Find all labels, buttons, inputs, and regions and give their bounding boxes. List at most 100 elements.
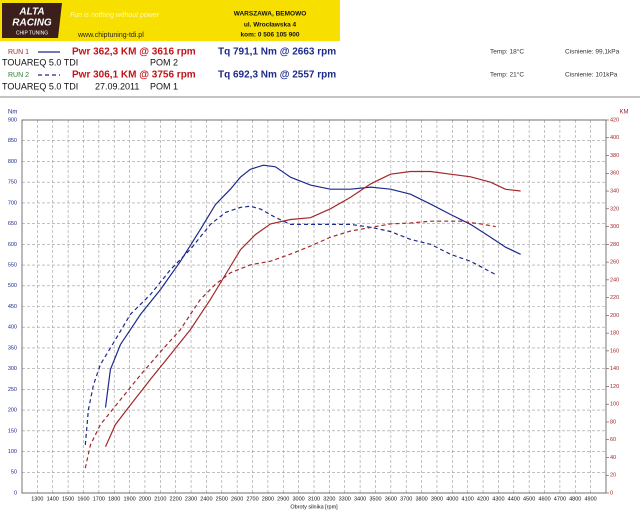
run-temp: Temp: 18°C bbox=[490, 48, 524, 56]
y-tick-label: 900 bbox=[8, 117, 17, 123]
run-note: POM 2 bbox=[150, 57, 178, 67]
y2-tick-label: 340 bbox=[610, 189, 619, 195]
y-tick-label: 350 bbox=[8, 345, 17, 351]
y2-tick-label: 80 bbox=[610, 419, 616, 425]
y-tick-label: 50 bbox=[11, 470, 17, 476]
plot-frame bbox=[21, 119, 607, 494]
logo-sub: CHIP TUNING bbox=[16, 30, 48, 36]
logo-mid: RACING bbox=[12, 18, 52, 29]
x-tick-label: 3600 bbox=[385, 496, 397, 502]
x-tick-label: 4000 bbox=[446, 496, 458, 502]
x-tick-label: 3200 bbox=[323, 496, 335, 502]
x-tick-label: 2600 bbox=[231, 496, 243, 502]
y-tick-label: 800 bbox=[8, 159, 17, 165]
x-tick-label: 3100 bbox=[308, 496, 320, 502]
y-tick-label: 450 bbox=[8, 304, 17, 310]
run-power: Pwr 362,3 KM @ 3616 rpm bbox=[72, 47, 196, 58]
y2-tick-label: 360 bbox=[610, 171, 619, 177]
run-temp: Temp: 21°C bbox=[490, 71, 524, 79]
x-tick-label: 1400 bbox=[47, 496, 59, 502]
x-tick-label: 2100 bbox=[154, 496, 166, 502]
x-tick-label: 4600 bbox=[538, 496, 550, 502]
x-tick-label: 2200 bbox=[170, 496, 182, 502]
x-tick-label: 4900 bbox=[585, 496, 597, 502]
x-tick-label: 3800 bbox=[415, 496, 427, 502]
curve bbox=[84, 220, 496, 469]
y-tick-label: 550 bbox=[8, 263, 17, 269]
y2-tick-label: 20 bbox=[610, 473, 616, 479]
x-tick-label: 4500 bbox=[523, 496, 535, 502]
x-tick-label: 1800 bbox=[108, 496, 120, 502]
x-tick-label: 3000 bbox=[293, 496, 305, 502]
x-tick-label: 2000 bbox=[139, 496, 151, 502]
y2-tick-label: 260 bbox=[610, 260, 619, 266]
x-tick-label: 1300 bbox=[31, 496, 43, 502]
run-pressure: Cisnienie: 101kPa bbox=[565, 72, 618, 79]
y-tick-label: 150 bbox=[8, 428, 17, 434]
y-tick-label: 250 bbox=[8, 387, 17, 393]
x-tick-label: 3500 bbox=[369, 496, 381, 502]
x-tick-label: 2400 bbox=[200, 496, 212, 502]
x-tick-label: 1500 bbox=[62, 496, 74, 502]
y-axis-label: Nm bbox=[8, 110, 17, 116]
y2-tick-label: 300 bbox=[610, 224, 619, 230]
y-tick-label: 500 bbox=[8, 283, 17, 289]
run-label: RUN 1 bbox=[8, 49, 29, 56]
x-tick-label: 3400 bbox=[354, 496, 366, 502]
x-tick-label: 2700 bbox=[246, 496, 258, 502]
x-tick-label: 4800 bbox=[569, 496, 581, 502]
y-tick-label: 0 bbox=[14, 490, 17, 496]
x-axis-label: Obroty silnika [rpm] bbox=[290, 504, 338, 510]
y2-tick-label: 160 bbox=[610, 348, 619, 354]
run-date: 27.09.2011 bbox=[95, 81, 139, 91]
y2-tick-label: 320 bbox=[610, 206, 619, 212]
run-torque: Tq 692,3 Nm @ 2557 rpm bbox=[218, 70, 336, 81]
y2-tick-label: 180 bbox=[610, 331, 619, 337]
run-car: TOUAREQ 5.0 TDI bbox=[2, 81, 78, 91]
y-tick-label: 400 bbox=[8, 325, 17, 331]
y-tick-label: 200 bbox=[8, 408, 17, 414]
x-tick-label: 4200 bbox=[477, 496, 489, 502]
y2-tick-label: 280 bbox=[610, 242, 619, 248]
address: ul. Wrocławska 4 bbox=[244, 22, 297, 29]
y-tick-label: 100 bbox=[8, 449, 17, 455]
curve bbox=[84, 205, 496, 445]
x-tick-label: 4100 bbox=[462, 496, 474, 502]
run-power: Pwr 306,1 KM @ 3756 rpm bbox=[72, 70, 196, 81]
y-tick-label: 600 bbox=[8, 242, 17, 248]
y2-tick-label: 200 bbox=[610, 313, 619, 319]
x-tick-label: 1700 bbox=[93, 496, 105, 502]
x-tick-label: 3700 bbox=[400, 496, 412, 502]
y2-tick-label: 420 bbox=[610, 117, 619, 123]
slogan: Fun is nothing without power bbox=[70, 12, 160, 19]
y2-tick-label: 220 bbox=[610, 295, 619, 301]
logo-shape bbox=[2, 3, 62, 38]
run-torque: Tq 791,1 Nm @ 2663 rpm bbox=[218, 47, 336, 58]
curve bbox=[104, 170, 521, 448]
run-label: RUN 2 bbox=[8, 72, 29, 79]
y2-axis-label: KM bbox=[620, 110, 629, 116]
y2-tick-label: 140 bbox=[610, 366, 619, 372]
y-tick-label: 300 bbox=[8, 366, 17, 372]
y2-tick-label: 60 bbox=[610, 437, 616, 443]
address: kom: 0 506 105 900 bbox=[241, 32, 300, 39]
address: WARSZAWA, BEMOWO bbox=[234, 11, 307, 18]
x-tick-label: 1900 bbox=[123, 496, 135, 502]
x-tick-label: 4700 bbox=[554, 496, 566, 502]
y2-tick-label: 240 bbox=[610, 277, 619, 283]
website: www.chiptuning-tdi.pl bbox=[77, 32, 144, 39]
chart: Nm KM050100150200250300350400450500550600… bbox=[8, 110, 629, 511]
y2-tick-label: 0 bbox=[610, 490, 613, 496]
y2-tick-label: 120 bbox=[610, 384, 619, 390]
y-tick-label: 850 bbox=[8, 138, 17, 144]
x-tick-label: 2900 bbox=[277, 496, 289, 502]
x-tick-label: 4400 bbox=[508, 496, 520, 502]
run-car: TOUAREQ 5.0 TDI bbox=[2, 57, 78, 67]
y-tick-label: 700 bbox=[8, 200, 17, 206]
x-tick-label: 2800 bbox=[262, 496, 274, 502]
y2-tick-label: 400 bbox=[610, 135, 619, 141]
x-tick-label: 3900 bbox=[431, 496, 443, 502]
y2-tick-label: 100 bbox=[610, 402, 619, 408]
